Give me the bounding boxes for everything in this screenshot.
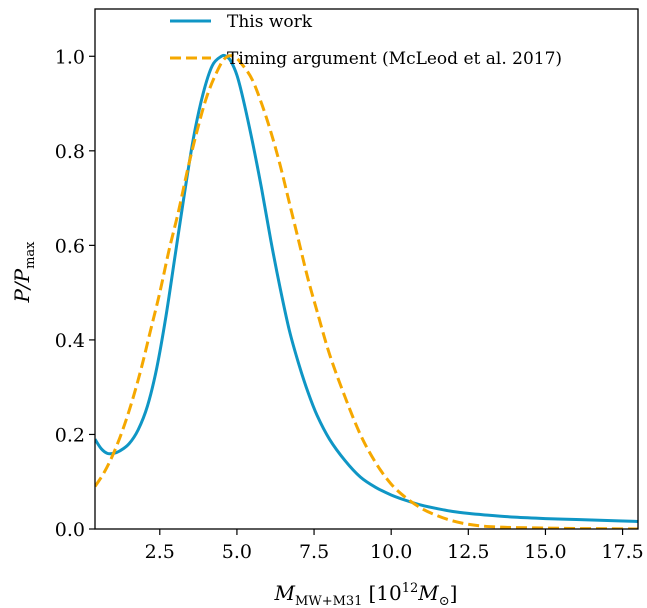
x-tick-label: 7.5 [299, 541, 329, 563]
legend-label-timing-argument: Timing argument (McLeod et al. 2017) [227, 49, 562, 69]
plot-frame [94, 8, 639, 530]
x-tick-label: 5.0 [222, 541, 252, 563]
y-axis-label: P/Pmax [10, 241, 38, 304]
x-tick-label: 12.5 [447, 541, 489, 563]
legend-label-this-work: This work [227, 12, 313, 32]
y-tick-label: 0.4 [55, 330, 85, 352]
x-tick-label: 10.0 [370, 541, 412, 563]
x-axis-label: MMW+M31 [1012M⊙] [274, 581, 458, 608]
legend: This work Timing argument (McLeod et al.… [170, 12, 562, 69]
y-tick-label: 0.0 [55, 519, 85, 541]
x-tick-label: 15.0 [524, 541, 566, 563]
x-tick-label: 2.5 [145, 541, 175, 563]
y-tick-label: 1.0 [55, 46, 85, 68]
y-tick-label: 0.8 [55, 141, 85, 163]
tick-marks [89, 55, 624, 535]
series-line-timing-argument [95, 54, 638, 529]
x-tick-label: 17.5 [601, 541, 643, 563]
series-line-this-work [95, 53, 638, 523]
plot-series [95, 53, 638, 529]
y-tick-label: 0.2 [55, 424, 85, 446]
tick-labels: 2.5 5.0 7.5 10.0 12.5 15.0 17.5 0.0 0.2 0.4 0.6 0.8… [55, 46, 644, 563]
y-tick-label: 0.6 [55, 235, 85, 257]
